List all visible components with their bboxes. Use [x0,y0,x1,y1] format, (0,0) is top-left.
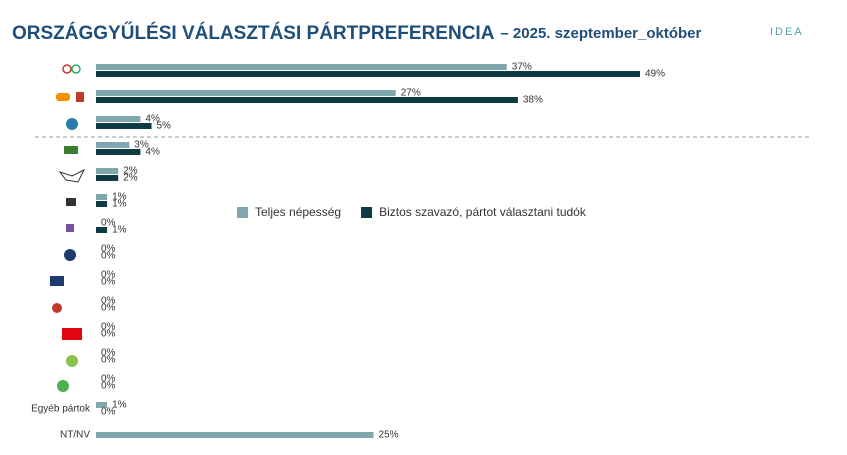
logo [66,198,76,206]
logo [76,92,84,102]
category-label: Egyéb pártok [31,404,91,415]
logo [66,355,78,367]
value-label: 0% [101,374,116,385]
bar [96,201,108,207]
bar [96,123,152,129]
category-label: NT/NV [60,430,90,441]
bar [96,90,396,96]
legend-label: Biztos szavazó, pártot választani tudók [379,205,587,219]
logo [57,380,69,392]
bar [96,149,141,155]
value-label: 38% [523,95,543,106]
value-label: 3% [134,140,149,151]
value-label: 0% [101,348,116,359]
value-label: 0% [101,381,116,392]
legend-label: Teljes népesség [255,205,341,219]
value-label: 0% [101,277,116,288]
value-label: 1% [112,199,127,210]
value-label: 5% [157,121,172,132]
value-label: 2% [123,166,138,177]
bar [96,175,119,181]
party-logos [50,64,86,392]
legend-swatch [237,207,248,218]
chart-title: ORSZÁGGYŰLÉSI VÁLASZTÁSI PÁRTPREFERENCIA [12,22,495,44]
logo [64,249,76,261]
logo [66,118,78,130]
value-label: 0% [101,303,116,314]
logo [50,276,64,286]
logo [58,168,86,183]
title-line: ORSZÁGGYŰLÉSI VÁLASZTÁSI PÁRTPREFERENCIA… [12,22,702,44]
bar [96,227,108,233]
value-label: 4% [145,114,160,125]
value-label: 0% [101,218,116,229]
logo [71,64,81,74]
value-label: 0% [101,251,116,262]
value-label: 1% [112,225,127,236]
value-label: 0% [101,407,116,418]
bar [96,142,130,148]
value-label: 4% [145,147,160,158]
value-label: 25% [379,430,399,441]
value-label: 0% [101,322,116,333]
chart-subtitle: – 2025. szeptember_október [500,25,701,42]
value-label: 2% [123,173,138,184]
legend-swatch [361,207,373,218]
bar [96,194,108,200]
value-label: 49% [645,69,665,80]
value-label: 1% [112,192,127,203]
bar [96,97,518,103]
brand-logo: IDEA [770,26,804,38]
bar [96,71,640,77]
bar [96,116,141,122]
logo [62,64,72,74]
value-label: 1% [112,400,127,411]
bar [96,432,374,438]
bar [96,64,507,70]
logo [56,93,70,101]
logo [64,146,78,154]
value-label: 27% [401,88,421,99]
value-label: 0% [101,329,116,340]
bar [96,168,119,174]
value-label: 0% [101,355,116,366]
bar [96,402,108,408]
value-label: 37% [512,62,532,73]
logo [52,303,62,313]
logo [62,328,82,340]
value-label: 0% [101,270,116,281]
value-label: 0% [101,244,116,255]
logo [66,224,74,232]
value-label: 0% [101,296,116,307]
